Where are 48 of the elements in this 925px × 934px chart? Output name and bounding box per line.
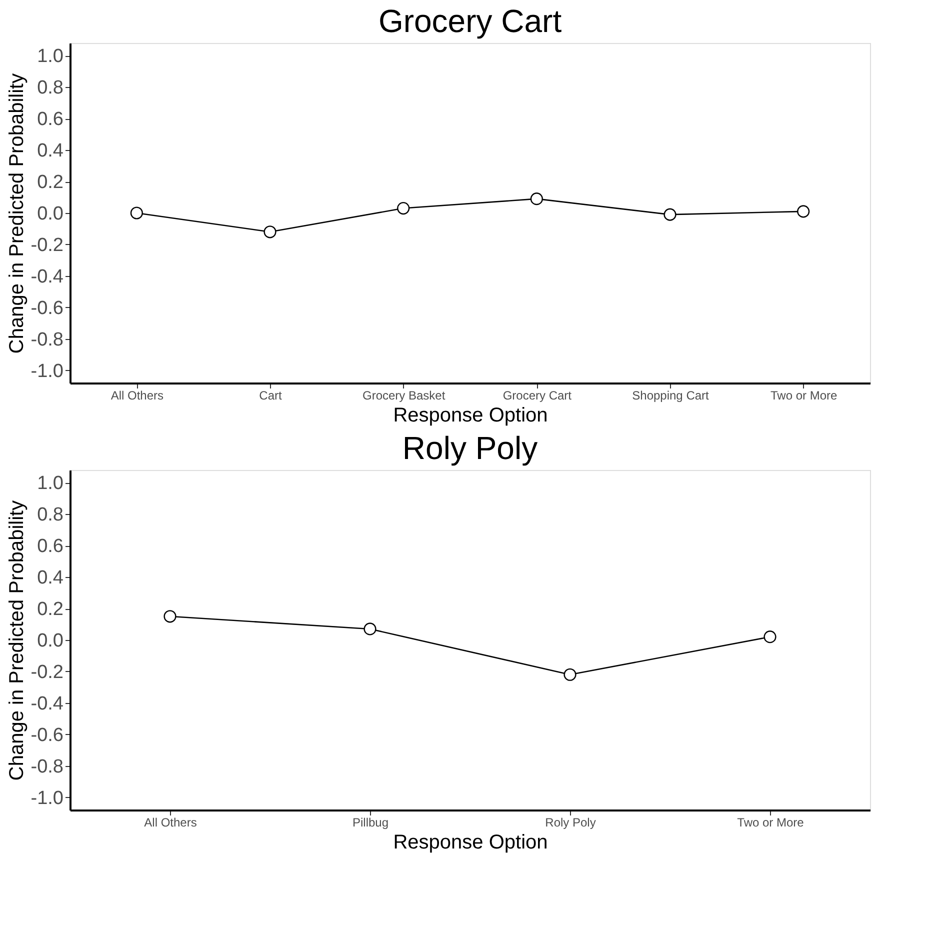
chart-title: Roly Poly	[402, 430, 538, 466]
x-tick-label: Roly Poly	[545, 816, 596, 830]
y-tick-label: -1.0	[30, 788, 64, 809]
chart-title: Grocery Cart	[378, 3, 562, 39]
point	[397, 202, 410, 215]
y-tick-label: 0.2	[37, 599, 64, 620]
y-tick-label: -0.6	[30, 298, 64, 319]
point	[130, 206, 143, 220]
x-axis-title: Response Option	[393, 404, 548, 426]
y-tick-label: -0.4	[30, 693, 64, 714]
y-tick-label: -0.4	[30, 266, 64, 288]
y-tick-label: -0.2	[30, 662, 64, 683]
y-tick-label: 1.0	[37, 46, 64, 68]
point	[564, 668, 576, 681]
x-tick-label: All Others	[144, 816, 197, 830]
y-tick-label: 1.0	[37, 473, 64, 494]
point	[764, 630, 776, 644]
y-tick-label: -0.8	[30, 329, 64, 350]
point	[797, 205, 810, 218]
y-tick-label: 0.4	[37, 568, 64, 589]
y-tick-label: -0.2	[30, 234, 64, 256]
point	[264, 226, 276, 238]
y-tick-label: -1.0	[30, 360, 64, 382]
y-axis-title: Change in Predicted Probability	[6, 500, 28, 781]
y-tick-label: 0.8	[37, 504, 64, 526]
y-tick-label: 0.6	[37, 536, 64, 558]
x-axis-title: Response Option	[393, 832, 548, 854]
y-tick-label: -0.6	[30, 724, 64, 746]
x-tick-label: Shopping Cart	[632, 388, 710, 402]
y-tick-label: 0.0	[37, 204, 64, 224]
y-tick-label: -0.8	[30, 756, 64, 778]
point	[364, 622, 376, 636]
x-tick-label: Grocery Cart	[502, 388, 572, 402]
point	[164, 610, 176, 623]
x-tick-label: Two or More	[737, 816, 804, 830]
y-tick-label: 0.8	[37, 78, 64, 99]
x-tick-label: Grocery Basket	[362, 388, 446, 402]
y-tick-label: 0.6	[37, 109, 64, 130]
point	[530, 192, 543, 206]
x-tick-label: Two or More	[770, 388, 838, 402]
point	[664, 208, 676, 221]
y-tick-label: 0.2	[37, 172, 64, 194]
x-tick-label: Cart	[259, 388, 282, 402]
x-tick-label: Pillbug	[352, 816, 389, 830]
y-tick-label: 0.4	[37, 140, 64, 162]
y-tick-label: 0.0	[37, 630, 64, 652]
x-tick-label: All Others	[110, 388, 164, 402]
y-axis-title: Change in Predicted Probability	[6, 73, 28, 354]
